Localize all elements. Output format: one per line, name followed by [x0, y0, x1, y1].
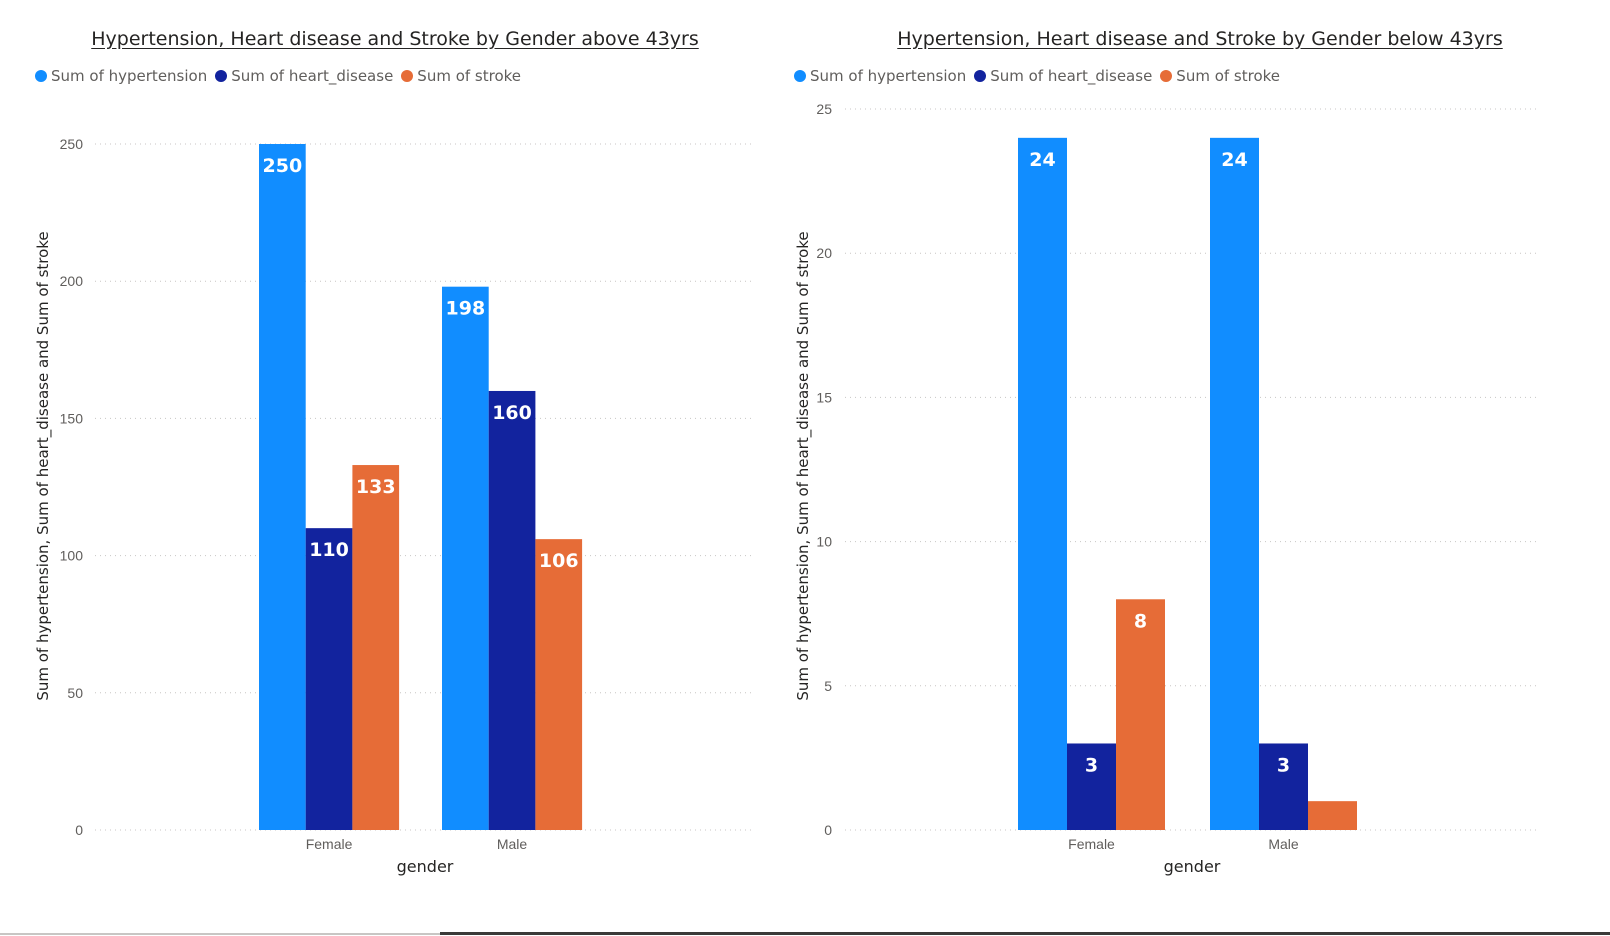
bar-sum-of-hypertension-female [259, 144, 306, 830]
legend-marker [1160, 70, 1173, 82]
legend-marker [794, 70, 806, 82]
y-tick-label: 15 [816, 389, 832, 405]
y-tick-label: 0 [75, 822, 83, 838]
data-label: 160 [492, 402, 532, 424]
bar-sum-of-hypertension-female [1018, 137, 1067, 831]
data-label: 3 [1277, 754, 1290, 776]
legend-label: Sum of heart_disease [231, 67, 394, 85]
legend-marker [974, 70, 987, 82]
legend-item-hypertension[interactable]: Sum of hypertension [794, 67, 966, 85]
legend-item-heart-disease[interactable]: Sum of heart_disease [974, 67, 1152, 85]
y-tick-label: 100 [60, 548, 84, 564]
data-label: 133 [356, 476, 396, 498]
y-tick-label: 250 [60, 136, 84, 152]
bar-sum-of-stroke-male [535, 539, 583, 830]
y-axis-label: Sum of hypertension, Sum of heart_diseas… [794, 231, 813, 700]
legend-item-stroke[interactable]: Sum of stroke [401, 67, 521, 85]
bar-chart-above-43: 0 50 100 150 200 250 250 110 133 Female 198 160 106 M… [34, 136, 752, 876]
bar-sum-of-heart_disease-male [488, 390, 536, 830]
legend-marker [35, 70, 47, 82]
legend-item-stroke[interactable]: Sum of stroke [1160, 67, 1280, 85]
bar-sum-of-stroke-female [352, 465, 400, 830]
y-tick-label: 5 [824, 678, 832, 694]
bar-chart-below-43: 0 5 10 15 20 25 24 3 8 Female 24 3 Male gender Sum of … [794, 101, 1538, 876]
bar-sum-of-heart_disease-female [1067, 743, 1116, 830]
x-tick-label: Male [1268, 836, 1299, 852]
x-tick-label: Female [306, 836, 353, 852]
chart-title: Hypertension, Heart disease and Stroke b… [897, 28, 1503, 50]
page-scrollbar[interactable] [0, 932, 1610, 936]
y-tick-label: 20 [816, 245, 832, 261]
legend-label: Sum of stroke [1176, 67, 1281, 85]
data-label: 250 [263, 155, 303, 177]
data-label: 8 [1134, 610, 1147, 632]
y-tick-label: 10 [816, 534, 832, 550]
data-label: 3 [1085, 754, 1098, 776]
data-label: 110 [309, 539, 349, 561]
bar-sum-of-hypertension-male [1210, 137, 1259, 831]
chart-panel-below-43: Hypertension, Heart disease and Stroke b… [790, 0, 1610, 930]
legend: Sum of hypertension Sum of heart_disease… [794, 66, 1288, 86]
legend-label: Sum of stroke [417, 67, 522, 85]
x-axis-label: gender [1164, 857, 1221, 876]
y-tick-label: 25 [816, 101, 832, 117]
bar-sum-of-heart_disease-female [305, 528, 353, 830]
data-label: 24 [1029, 149, 1055, 171]
x-tick-label: Male [497, 836, 528, 852]
x-axis-label: gender [397, 857, 454, 876]
legend-item-hypertension[interactable]: Sum of hypertension [35, 67, 207, 85]
bar-sum-of-hypertension-male [442, 286, 489, 830]
chart-panel-above-43: Hypertension, Heart disease and Stroke b… [0, 0, 790, 930]
bar-sum-of-heart_disease-male [1259, 743, 1308, 830]
y-tick-label: 0 [824, 822, 832, 838]
y-tick-label: 50 [67, 685, 83, 701]
data-label: 106 [539, 550, 579, 572]
y-tick-label: 150 [60, 410, 84, 426]
legend-label: Sum of heart_disease [990, 67, 1153, 85]
legend-marker [401, 70, 414, 82]
y-tick-label: 200 [60, 273, 84, 289]
legend: Sum of hypertension Sum of heart_disease… [35, 66, 529, 86]
y-axis-label: Sum of hypertension, Sum of heart_diseas… [34, 231, 53, 700]
scrollbar-thumb[interactable] [440, 932, 1610, 935]
bar-sum-of-stroke-male [1308, 801, 1357, 830]
scrollbar-track [0, 933, 440, 935]
bar-sum-of-stroke-female [1116, 599, 1165, 830]
data-label: 24 [1221, 149, 1247, 171]
x-tick-label: Female [1068, 836, 1115, 852]
legend-marker [215, 70, 228, 82]
legend-label: Sum of hypertension [810, 67, 967, 85]
chart-title: Hypertension, Heart disease and Stroke b… [91, 28, 699, 50]
legend-label: Sum of hypertension [51, 67, 208, 85]
data-label: 198 [446, 298, 486, 320]
legend-item-heart-disease[interactable]: Sum of heart_disease [215, 67, 393, 85]
